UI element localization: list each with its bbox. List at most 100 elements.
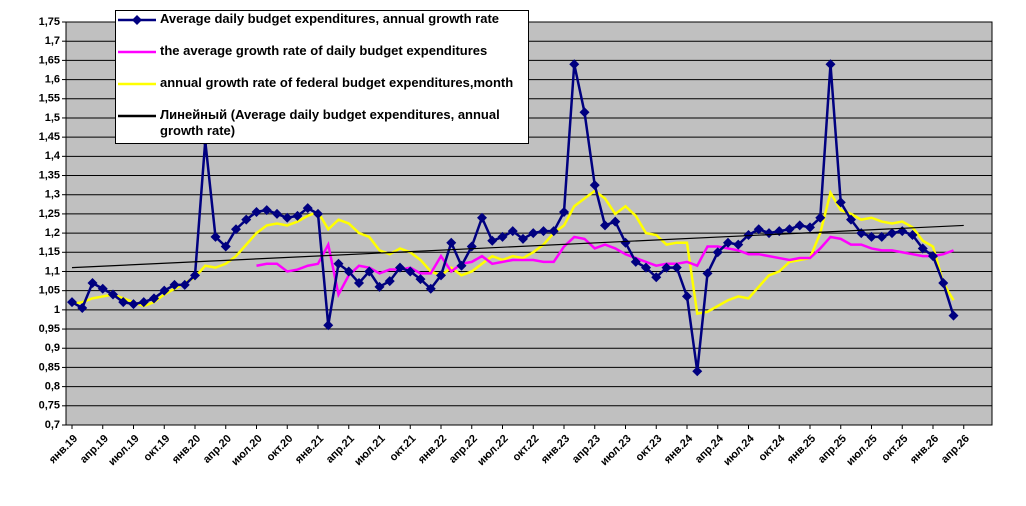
point — [159, 285, 170, 296]
point — [220, 241, 231, 252]
y-tick-label: 0,85 — [39, 361, 60, 373]
point — [805, 222, 815, 233]
y-tick-label: 0,9 — [45, 342, 60, 354]
y-tick-label: 1,35 — [39, 169, 60, 181]
x-tick-label: янв.21 — [293, 433, 326, 466]
point — [108, 289, 118, 300]
x-tick-label: окт.20 — [264, 433, 295, 464]
point — [712, 247, 723, 258]
point — [548, 226, 559, 237]
x-tick-label: июл.20 — [229, 433, 264, 468]
x-tick-label: апр.26 — [939, 433, 972, 466]
y-tick-label: 1,55 — [39, 93, 60, 105]
x-tick-label: окт.22 — [510, 433, 541, 464]
point — [354, 277, 364, 288]
point — [589, 180, 600, 191]
trendline — [71, 224, 964, 269]
series-line — [256, 235, 954, 299]
legend-swatch — [118, 114, 156, 118]
legend-swatch — [118, 15, 156, 25]
point — [477, 212, 487, 223]
x-tick-label: июл.24 — [721, 432, 757, 468]
point — [77, 302, 88, 313]
legend-marker — [132, 15, 142, 25]
x-tick-label: июл.21 — [352, 433, 387, 468]
point — [764, 228, 774, 239]
point — [600, 220, 610, 231]
point — [651, 272, 662, 283]
point — [302, 203, 313, 214]
x-tick-label: июл.22 — [475, 433, 510, 468]
point — [928, 251, 938, 262]
point — [272, 208, 282, 219]
point — [118, 297, 129, 308]
y-tick-label: 1,65 — [39, 54, 60, 66]
legend-label: Линейный (Average daily budget expenditu… — [160, 107, 500, 138]
point — [97, 283, 108, 294]
point — [415, 274, 426, 285]
point — [138, 297, 149, 308]
point — [671, 262, 682, 273]
legend-label: Average daily budget expenditures, annua… — [160, 11, 500, 26]
point — [733, 239, 744, 250]
point — [815, 212, 826, 223]
point — [907, 230, 918, 241]
point — [456, 260, 467, 271]
point — [866, 231, 877, 242]
watermark: fondmarket.ucoz.com — [894, 485, 1018, 499]
y-tick-label: 1,15 — [39, 246, 60, 258]
point — [425, 283, 436, 294]
point — [579, 107, 590, 118]
y-tick-label: 1 — [54, 304, 60, 316]
point — [231, 224, 241, 235]
point — [876, 231, 887, 242]
y-tick-label: 1,6 — [45, 73, 60, 85]
point — [343, 266, 354, 277]
y-tick-label: 0,95 — [39, 323, 60, 335]
point — [538, 226, 549, 237]
x-tick-label: окт.24 — [756, 432, 788, 464]
x-tick-label: янв.19 — [47, 433, 80, 466]
point — [364, 266, 375, 277]
point — [641, 262, 651, 273]
point — [241, 214, 252, 225]
point — [169, 279, 180, 290]
y-tick-label: 1,1 — [45, 265, 60, 277]
point — [794, 220, 805, 231]
point — [374, 281, 385, 292]
point — [128, 299, 139, 310]
point — [487, 235, 498, 246]
point — [446, 237, 457, 248]
point — [753, 224, 764, 235]
point — [210, 231, 221, 242]
x-tick-label: янв.22 — [416, 433, 449, 466]
x-tick-label: июл.19 — [106, 433, 141, 468]
y-tick-label: 1,05 — [39, 285, 60, 297]
y-tick-label: 1,7 — [45, 35, 60, 47]
point — [395, 262, 405, 273]
x-tick-label: июл.25 — [844, 433, 879, 468]
y-tick-label: 0,8 — [45, 381, 60, 393]
point — [630, 256, 641, 267]
x-tick-label: окт.19 — [141, 433, 172, 464]
point — [825, 59, 836, 70]
point — [528, 228, 539, 239]
point — [384, 276, 395, 287]
point — [682, 291, 692, 302]
x-tick-label: янв.20 — [170, 433, 203, 466]
point — [917, 243, 928, 254]
point — [846, 214, 856, 225]
point — [835, 197, 846, 208]
y-tick-label: 1,2 — [45, 227, 60, 239]
point — [569, 59, 580, 70]
point — [405, 266, 416, 277]
point — [559, 206, 569, 217]
y-tick-label: 1,4 — [45, 150, 61, 162]
point — [723, 237, 733, 248]
point — [497, 231, 508, 242]
point — [87, 277, 98, 288]
x-tick-label: янв.24 — [662, 432, 696, 466]
y-tick-label: 1,5 — [45, 112, 60, 124]
